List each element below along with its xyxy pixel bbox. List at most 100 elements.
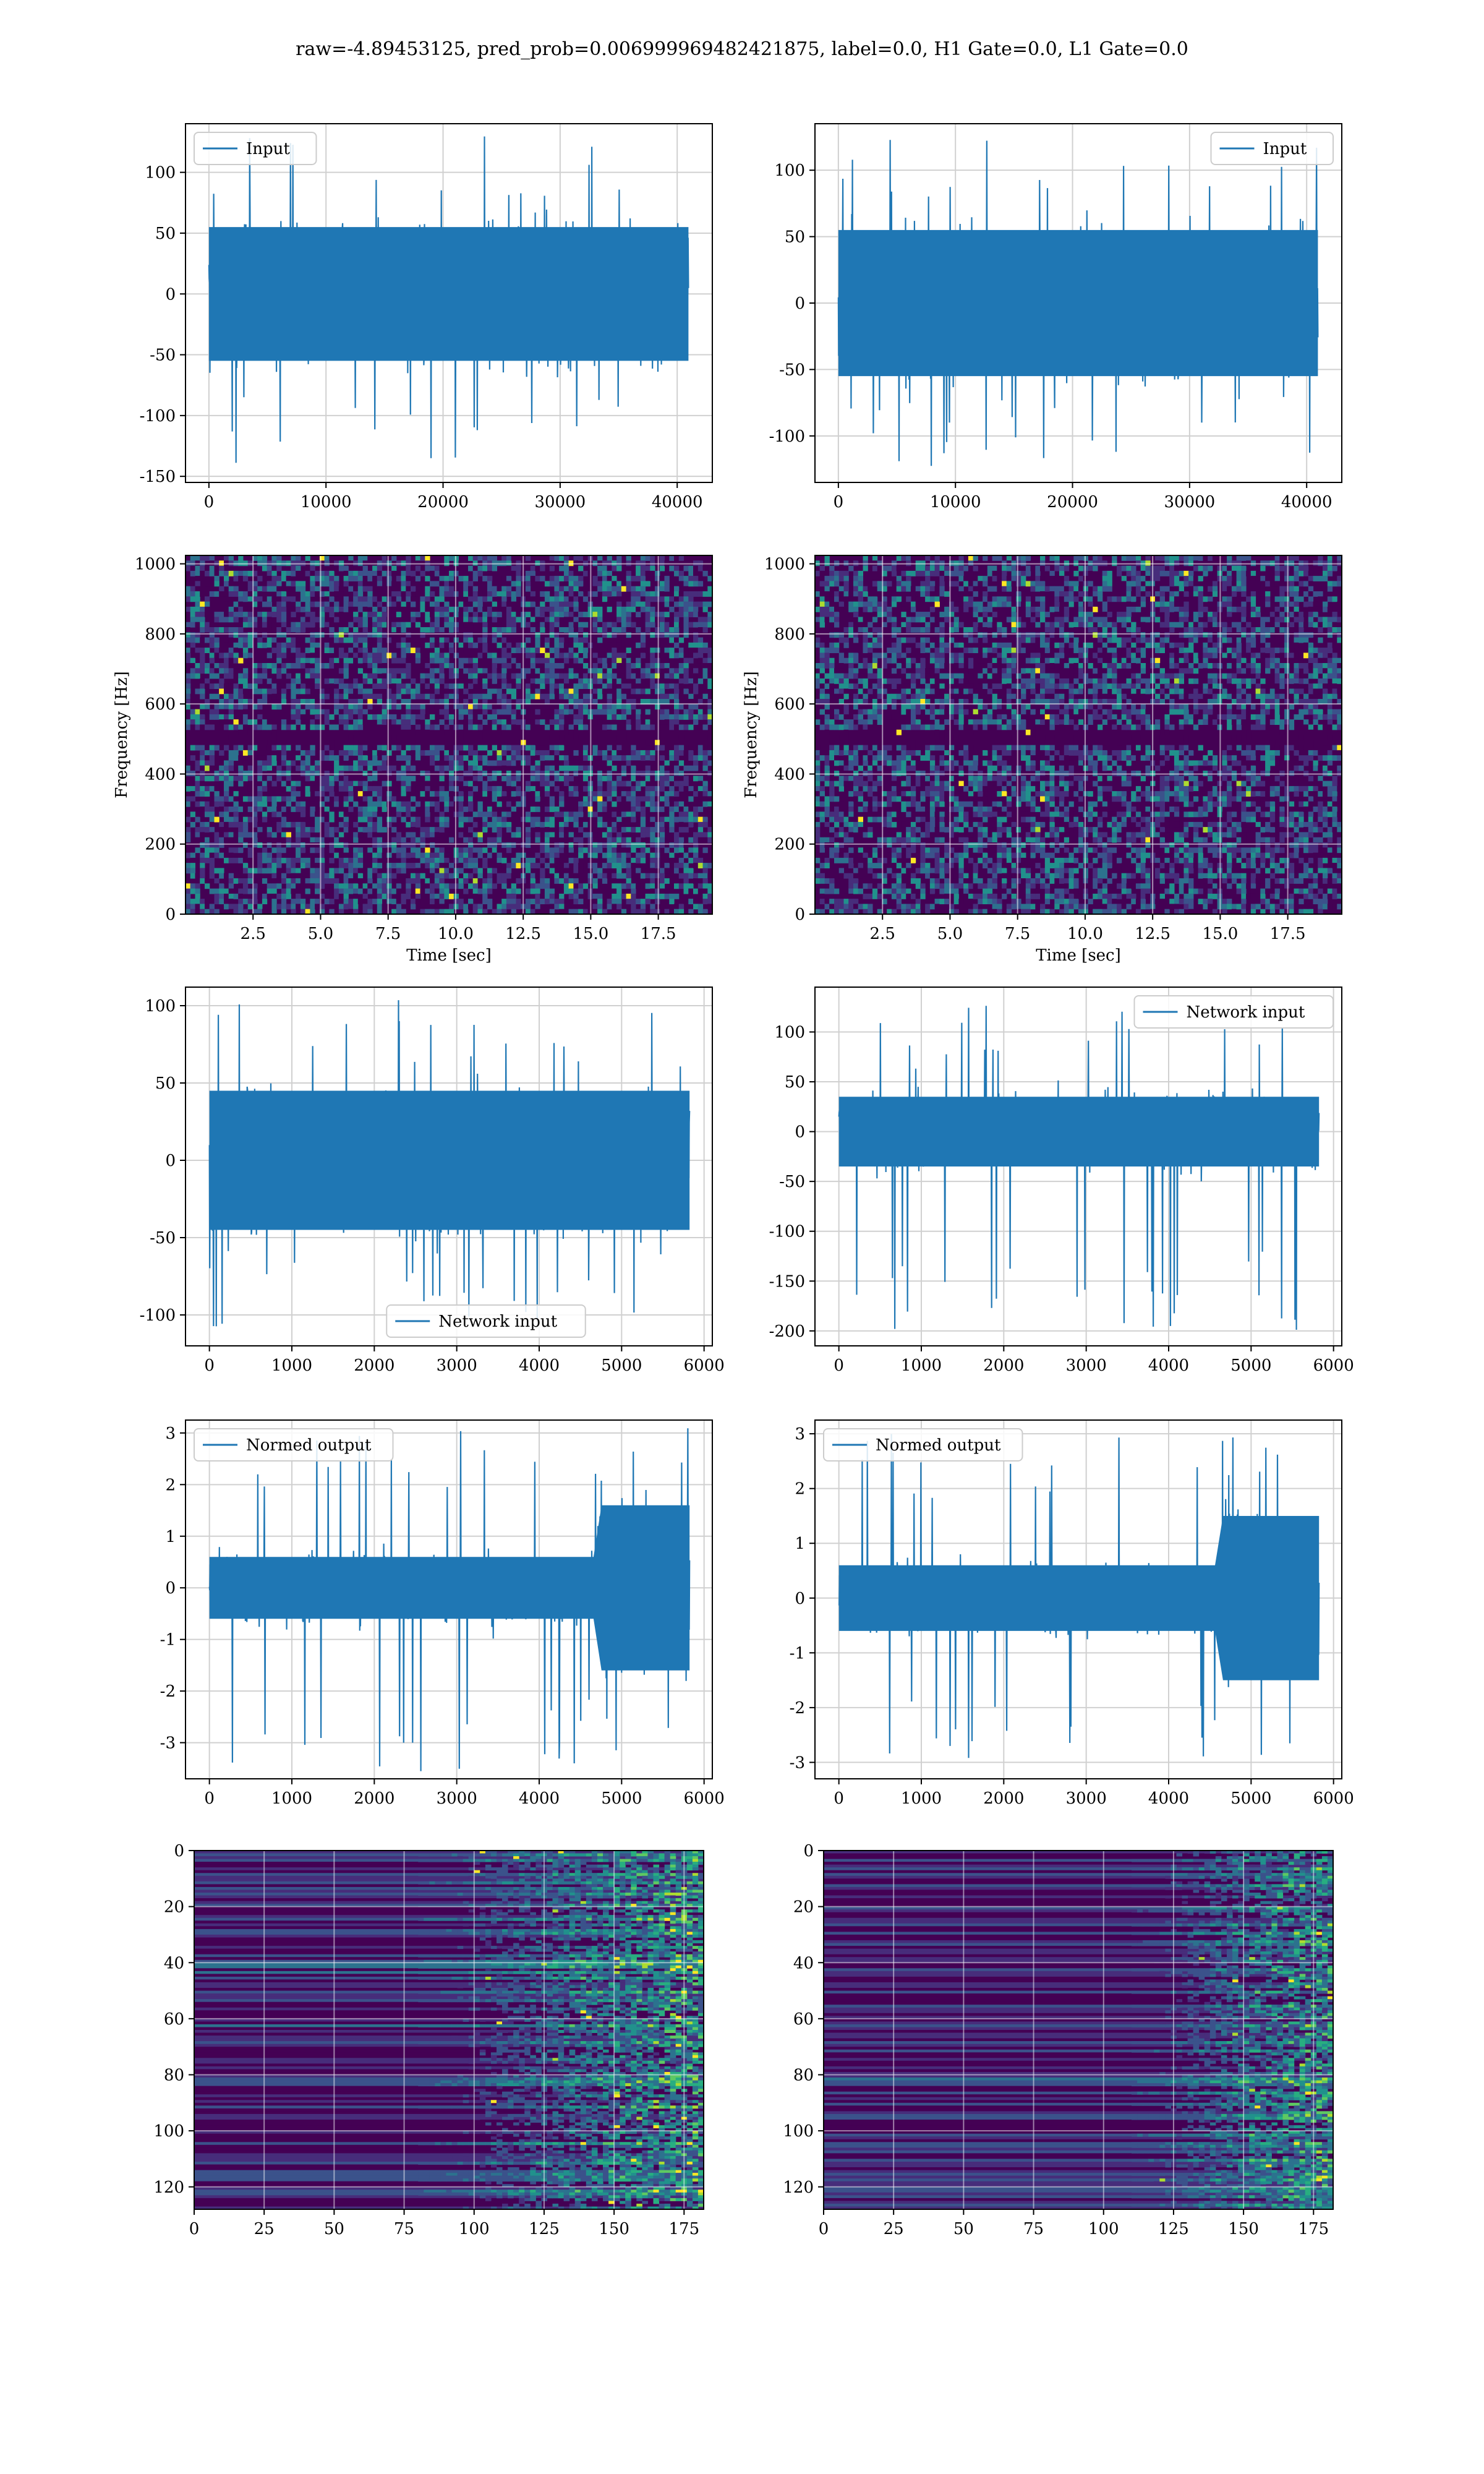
heatmap-cell [215,617,220,622]
heatmap-cell [636,714,641,720]
heatmap-cell [363,817,368,823]
heatmap-cell [511,581,516,586]
heatmap-cell [377,786,382,792]
heatmap-cell [382,668,387,674]
heatmap-cell [386,627,391,633]
heatmap-cell [401,709,406,715]
heatmap-cell [291,622,296,628]
heatmap-cell [573,899,578,904]
heatmap-cell [573,586,578,592]
heatmap-cell [210,745,215,751]
heatmap-cell [526,638,531,643]
heatmap-cell [487,889,492,894]
heatmap-cell [703,837,708,843]
heatmap-cell [449,555,454,561]
heatmap-cell [554,571,559,576]
heatmap-cell [281,817,286,823]
heatmap-cell [344,663,349,669]
heatmap-cell [382,842,387,848]
heatmap-cell [626,724,631,730]
heatmap-cell [607,576,612,581]
heatmap-cell [391,683,396,689]
heatmap-cell [344,576,349,581]
heatmap-cell [616,750,621,756]
heatmap-cell [478,607,483,612]
heatmap-cell [267,842,272,848]
heatmap-cell [569,632,574,638]
heatmap-cell [377,899,382,904]
heatmap-cell [478,822,483,828]
heatmap-cell [416,873,420,879]
heatmap-cell [492,781,497,787]
heatmap-cell [301,858,305,863]
heatmap-cell [348,858,353,863]
heatmap-cell [631,776,636,781]
heatmap-cell [554,719,559,725]
heatmap-cell [296,627,301,633]
heatmap-cell [348,607,353,612]
heatmap-cell [578,863,583,868]
heatmap-cell [363,878,368,884]
heatmap-cell [315,766,320,771]
heatmap-cell [377,760,382,766]
heatmap-cell [545,786,550,792]
heatmap-cell [641,688,646,694]
heatmap-cell [703,750,708,756]
heatmap-cell [353,847,358,853]
heatmap-cell [516,719,521,725]
heatmap-cell [492,755,497,761]
heatmap-cell [573,766,578,771]
heatmap-cell [669,842,674,848]
heatmap-cell [631,607,636,612]
heatmap-cell [693,889,698,894]
heatmap-cell [325,719,330,725]
heatmap-cell [688,745,693,751]
heatmap-cell [248,730,253,735]
heatmap-cell [660,591,665,597]
heatmap-cell [679,653,684,658]
heatmap-cell [655,617,660,622]
heatmap-cell [612,842,616,848]
heatmap-cell [535,658,540,664]
heatmap-cell [597,766,602,771]
heatmap-cell [665,648,670,653]
heatmap-cell [492,719,497,725]
heatmap-cell [660,796,665,802]
heatmap-cell [703,745,708,751]
heatmap-cell [210,653,215,658]
heatmap-cell [358,632,363,638]
heatmap-cell [559,627,564,633]
heatmap-cell [372,617,377,622]
heatmap-cell [276,827,281,833]
heatmap-cell [482,576,487,581]
heatmap-cell [650,591,655,597]
heatmap-cell [329,755,334,761]
heatmap-cell [420,832,425,837]
heatmap-cell [301,760,305,766]
heatmap-cell [353,653,358,658]
heatmap-cell [569,837,574,843]
heatmap-cell [578,868,583,873]
heatmap-cell [607,807,612,812]
heatmap-cell [286,837,291,843]
heatmap-cell [459,591,464,597]
heatmap-cell [545,776,550,781]
heatmap-cell [310,678,315,684]
heatmap-cell [301,648,305,653]
heatmap-cell [406,730,411,735]
heatmap-cell [296,837,301,843]
heatmap-cell [621,627,626,633]
heatmap-cell [234,811,239,817]
heatmap-cell [358,807,363,812]
heatmap-cell [377,894,382,899]
heatmap-cell [641,607,646,612]
heatmap-cell [569,766,574,771]
heatmap-cell [698,904,703,909]
heatmap-cell [238,688,243,694]
heatmap-cell [416,853,420,858]
heatmap-cell [416,755,420,761]
heatmap-cell [186,683,190,689]
heatmap-cell [205,627,210,633]
heatmap-cell [592,581,597,586]
heatmap-cell [665,709,670,715]
